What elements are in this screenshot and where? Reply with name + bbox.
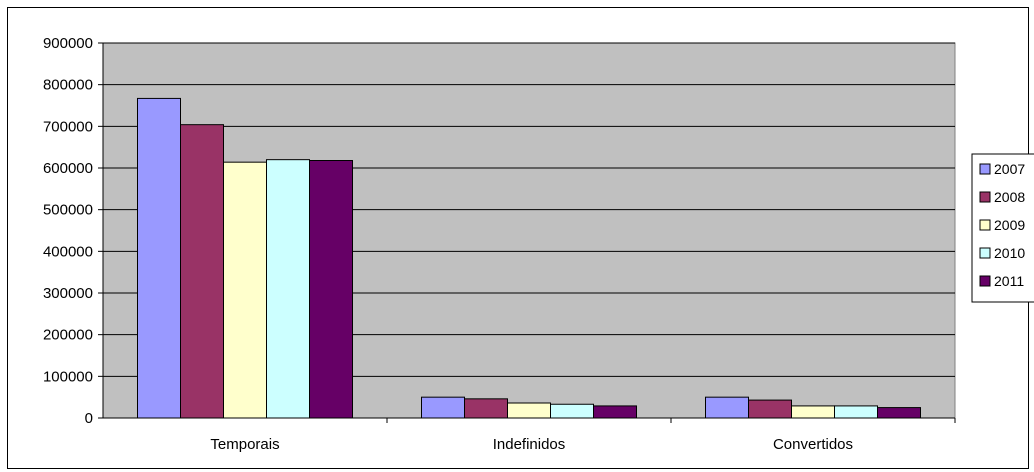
y-axis-tick-labels: 0 100000 200000 300000 400000 500000 600000 700… — [43, 35, 93, 427]
y-tick-label: 800000 — [43, 77, 93, 94]
bar-2008-indefinidos — [464, 398, 508, 419]
bars — [137, 97, 921, 419]
x-tick-label: Indefinidos — [493, 436, 566, 453]
legend-label-2010: 2010 — [994, 245, 1025, 261]
legend-swatch-2007 — [979, 163, 991, 175]
legend-swatch-2011 — [979, 275, 991, 287]
x-axis-tick-labels: Temporais Indefinidos Convertidos — [210, 436, 853, 453]
bar-2007-convertidos — [705, 396, 749, 419]
bar-2011-temporais — [309, 160, 353, 419]
legend-swatch-2008 — [979, 191, 991, 203]
bar-2011-convertidos — [877, 407, 921, 419]
bar-2008-temporais — [180, 124, 224, 419]
bar-2010-temporais — [266, 159, 310, 419]
bar-2007-indefinidos — [421, 396, 465, 419]
bar-2008-convertidos — [748, 399, 792, 419]
x-tick-label: Temporais — [210, 436, 279, 453]
bar-2009-convertidos — [791, 405, 835, 419]
legend: 2007 2008 2009 2010 2011 — [971, 153, 1034, 303]
axes — [98, 42, 956, 423]
legend-label-2009: 2009 — [994, 217, 1025, 233]
legend-label-2008: 2008 — [994, 189, 1025, 205]
legend-swatch-2009 — [979, 219, 991, 231]
y-tick-label: 200000 — [43, 327, 93, 344]
y-tick-label: 500000 — [43, 202, 93, 219]
bar-2009-indefinidos — [507, 402, 551, 419]
bar-2009-temporais — [223, 161, 267, 419]
legend-label-2011: 2011 — [994, 273, 1024, 289]
bar-2010-indefinidos — [550, 403, 594, 419]
bar-2010-convertidos — [834, 405, 878, 419]
x-tick-label: Convertidos — [773, 436, 853, 453]
legend-swatch-2010 — [979, 247, 991, 259]
legend-label-2007: 2007 — [994, 161, 1025, 177]
y-tick-label: 100000 — [43, 368, 93, 385]
bar-2011-indefinidos — [593, 405, 637, 419]
y-tick-label: 400000 — [43, 243, 93, 260]
y-tick-label: 0 — [85, 410, 93, 427]
bar-2007-temporais — [137, 97, 181, 419]
y-tick-label: 600000 — [43, 160, 93, 177]
y-tick-label: 700000 — [43, 118, 93, 135]
y-tick-label: 900000 — [43, 35, 93, 52]
y-tick-label: 300000 — [43, 285, 93, 302]
